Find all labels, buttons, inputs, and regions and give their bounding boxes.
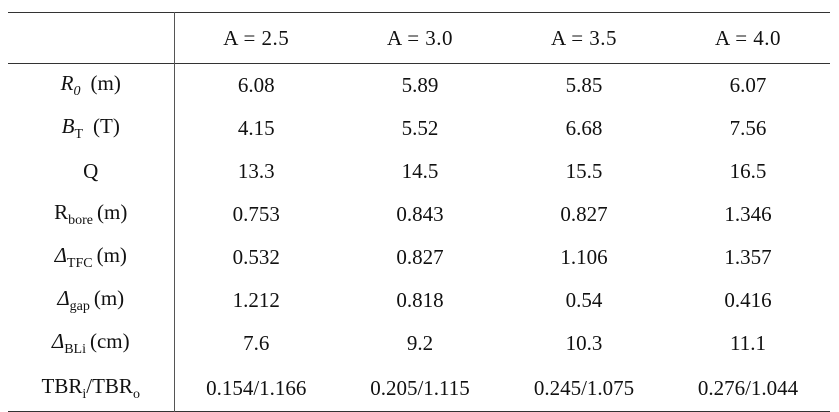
row-label-gain: Q [8, 150, 175, 193]
table-cell: 6.68 [565, 116, 603, 140]
table-row: ΔBLi (cm) 7.6 9.2 10.3 11.1 [8, 322, 830, 365]
label-main: B [61, 114, 75, 138]
table-row: Rbore (m) 0.753 0.843 0.827 1.346 [8, 193, 830, 236]
table-cell: 1.357 [724, 245, 772, 269]
table-cell: 6.08 [237, 73, 275, 97]
row-label-tbr: TBRi/TBRo [8, 365, 175, 412]
row-label-tfc-thickness: ΔTFC (m) [8, 236, 175, 279]
label-unit: (m) [97, 200, 128, 224]
table-cell: 1.346 [724, 202, 772, 226]
parameter-table-container: A = 2.5 A = 3.0 A = 3.5 A = 4.0 R0 (m) 6.… [8, 12, 830, 412]
table-cell: 14.5 [401, 159, 439, 183]
table-cell: 0.827 [396, 245, 444, 269]
table-row: ΔTFC (m) 0.532 0.827 1.106 1.357 [8, 236, 830, 279]
header-row: A = 2.5 A = 3.0 A = 3.5 A = 4.0 [8, 12, 830, 64]
label-unit: (T) [93, 114, 120, 138]
table-cell: 0.205/1.115 [370, 375, 470, 400]
table-cell: 0.276/1.044 [697, 375, 799, 400]
table-cell: 9.2 [406, 331, 434, 355]
label-sub: 0 [73, 84, 81, 99]
parameter-table: A = 2.5 A = 3.0 A = 3.5 A = 4.0 R0 (m) 6.… [8, 12, 830, 412]
table-cell: 5.85 [565, 73, 603, 97]
table-cell: 1.212 [232, 288, 280, 312]
row-label-major-radius: R0 (m) [8, 63, 175, 107]
table-cell: 0.154/1.166 [206, 375, 307, 400]
label-main: TBR [41, 373, 83, 398]
header-corner-cell [8, 12, 175, 64]
table-cell: 0.818 [396, 288, 444, 312]
table-cell: 10.3 [565, 331, 603, 355]
table-cell: 11.1 [730, 331, 766, 355]
table-cell: 0.245/1.075 [533, 375, 635, 400]
label-unit: (cm) [89, 329, 130, 353]
table-cell: 16.5 [729, 159, 767, 183]
header-aspect-2-5: A = 2.5 [223, 25, 290, 50]
label-sub: gap [69, 299, 90, 314]
table-row: Q 13.3 14.5 15.5 16.5 [8, 150, 830, 193]
row-label-bore-radius: Rbore (m) [8, 193, 175, 236]
row-label-blanket-thickness: ΔBLi (cm) [8, 322, 175, 365]
table-row: TBRi/TBRo 0.154/1.166 0.205/1.115 0.245/… [8, 365, 830, 412]
table-row: BT (T) 4.15 5.52 6.68 7.56 [8, 107, 830, 150]
table-cell: 1.106 [560, 245, 608, 269]
table-cell: 7.56 [729, 116, 767, 140]
table-cell: 6.07 [729, 73, 767, 97]
label-sep: /TBR [86, 373, 133, 398]
table-row: R0 (m) 6.08 5.89 5.85 6.07 [8, 63, 830, 107]
row-label-toroidal-field: BT (T) [8, 107, 175, 150]
table-cell: 0.416 [724, 288, 772, 312]
table-cell: 0.843 [396, 202, 444, 226]
label-main: Δ [54, 243, 67, 267]
label-main: R [54, 200, 69, 224]
label-unit: (m) [90, 71, 121, 95]
label-main: Δ [57, 286, 70, 310]
table-cell: 7.6 [243, 331, 270, 355]
table-cell: 0.753 [232, 202, 280, 226]
label-sub2: o [132, 386, 140, 402]
label-main: Q [83, 159, 99, 183]
label-sub: TFC [66, 256, 93, 271]
header-aspect-4-0: A = 4.0 [714, 25, 782, 50]
table-cell: 0.532 [232, 245, 280, 269]
label-sub: i [82, 386, 87, 402]
label-sub: BLi [64, 342, 86, 357]
table-cell: 0.827 [560, 202, 608, 226]
header-aspect-3-5: A = 3.5 [550, 25, 618, 50]
table-cell: 0.54 [565, 288, 603, 312]
label-main: R [60, 71, 74, 95]
label-unit: (m) [96, 243, 127, 267]
label-main: Δ [51, 329, 65, 353]
row-label-gap-thickness: Δgap (m) [8, 279, 175, 322]
table-cell: 15.5 [565, 159, 603, 183]
header-aspect-3-0: A = 3.0 [386, 25, 454, 50]
label-sub: T [74, 127, 84, 142]
table-row: Δgap (m) 1.212 0.818 0.54 0.416 [8, 279, 830, 322]
table-cell: 5.52 [401, 116, 439, 140]
table-cell: 13.3 [237, 159, 275, 183]
label-sub: bore [68, 213, 94, 228]
label-unit: (m) [93, 286, 125, 310]
table-cell: 4.15 [237, 116, 275, 140]
table-cell: 5.89 [401, 73, 439, 97]
